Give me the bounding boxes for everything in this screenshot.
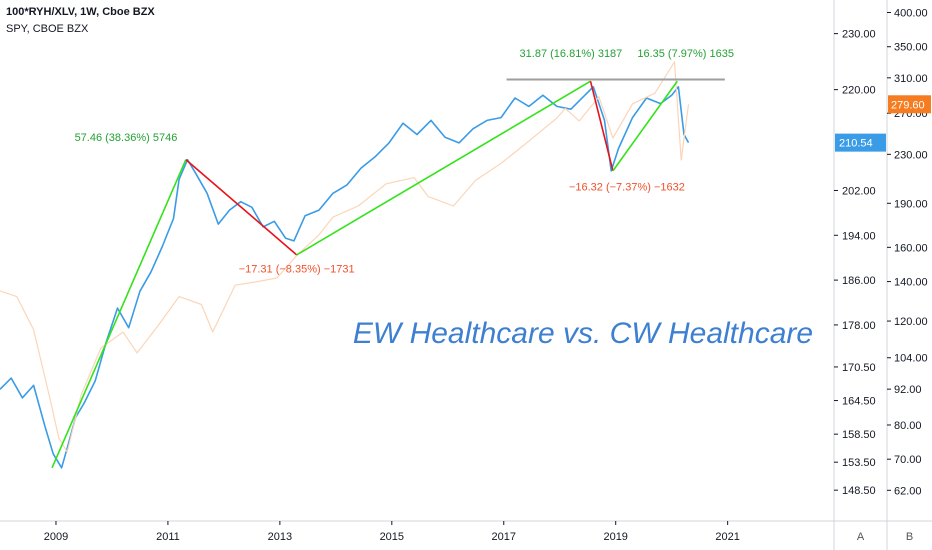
scale-b-button[interactable]: B [906, 531, 913, 543]
time-tick-label: 2009 [44, 531, 68, 543]
right-scale-tick-label: 70.00 [894, 454, 922, 466]
price-scales[interactable]: 230.00 220.00 202.00 194.00 186.00 178.00 170.… [833, 0, 932, 550]
right-scale-tick-label: 120.00 [894, 316, 928, 328]
price-scale-background [834, 0, 932, 550]
time-tick-label: 2017 [492, 531, 516, 543]
right-scale-tick-label: 140.00 [894, 277, 928, 289]
left-scale-tick-label: 230.00 [842, 29, 876, 41]
left-scale-tick-label: 164.50 [842, 396, 876, 408]
measure-annotation-4: 16.35 (7.97%) 1635 [637, 48, 734, 60]
measure-annotation-1: 57.46 (38.36%) 5746 [75, 132, 178, 144]
trend-line-1[interactable] [51, 159, 187, 469]
left-scale-tick-label: 202.00 [842, 185, 876, 197]
measure-annotation-5: −16.32 (−7.37%) −1632 [569, 181, 685, 193]
left-scale-tick-label: 153.50 [842, 457, 876, 469]
time-tick-label: 2021 [715, 531, 739, 543]
legend-main-series[interactable]: 100*RYH/XLV, 1W, Cboe BZX [6, 6, 155, 18]
chart-title-annotation: EW Healthcare vs. CW Healthcare [353, 317, 813, 350]
time-axis[interactable]: 2009 2011 2013 2015 2017 2019 2021 A B [0, 520, 932, 550]
trend-line-3[interactable] [296, 80, 591, 256]
left-scale-tick-label: 148.50 [842, 485, 876, 497]
time-tick-label: 2013 [268, 531, 292, 543]
left-scale-tick-label: 194.00 [842, 230, 876, 242]
left-scale-tick-label: 220.00 [842, 85, 876, 97]
left-scale-tick-label: 178.00 [842, 320, 876, 332]
left-scale-tick-label: 158.50 [842, 429, 876, 441]
plot-area[interactable]: 57.46 (38.36%) 5746 −17.31 (−8.35%) −1731… [0, 0, 834, 521]
right-scale-tick-label: 160.00 [894, 242, 928, 254]
trend-line-5[interactable] [612, 80, 678, 172]
right-scale-tick-label: 92.00 [894, 384, 922, 396]
time-tick-label: 2019 [603, 531, 627, 543]
scale-buttons-area [834, 522, 932, 550]
legend-compare-series[interactable]: SPY, CBOE BZX [6, 23, 89, 35]
ratio-last-price-tag[interactable] [835, 133, 886, 152]
right-scale-tick-label: 62.00 [894, 485, 922, 497]
ratio-last-price-label: 210.54 [839, 138, 873, 150]
right-scale-tick-label: 80.00 [894, 420, 922, 432]
time-tick-label: 2011 [156, 531, 180, 543]
measure-annotation-2: −17.31 (−8.35%) −1731 [239, 263, 355, 275]
left-scale-tick-label: 170.50 [842, 362, 876, 374]
right-scale-tick-label: 104.00 [894, 353, 928, 365]
right-scale-tick-label: 350.00 [894, 42, 928, 54]
plot-background [0, 0, 834, 521]
spy-last-price-label: 279.60 [891, 99, 925, 111]
time-tick-label: 2015 [380, 531, 404, 543]
measure-annotation-3: 31.87 (16.81%) 3187 [520, 48, 623, 60]
trend-line-2[interactable] [185, 159, 298, 256]
right-scale-tick-label: 310.00 [894, 73, 928, 85]
right-scale-tick-label: 230.00 [894, 149, 928, 161]
left-scale-tick-label: 186.00 [842, 275, 876, 287]
trend-line-4[interactable] [589, 81, 614, 172]
right-scale-tick-label: 190.00 [894, 198, 928, 210]
right-scale-tick-label: 400.00 [894, 8, 928, 20]
spy-last-price-tag[interactable] [888, 95, 931, 114]
auto-scale-button[interactable]: A [857, 531, 865, 543]
